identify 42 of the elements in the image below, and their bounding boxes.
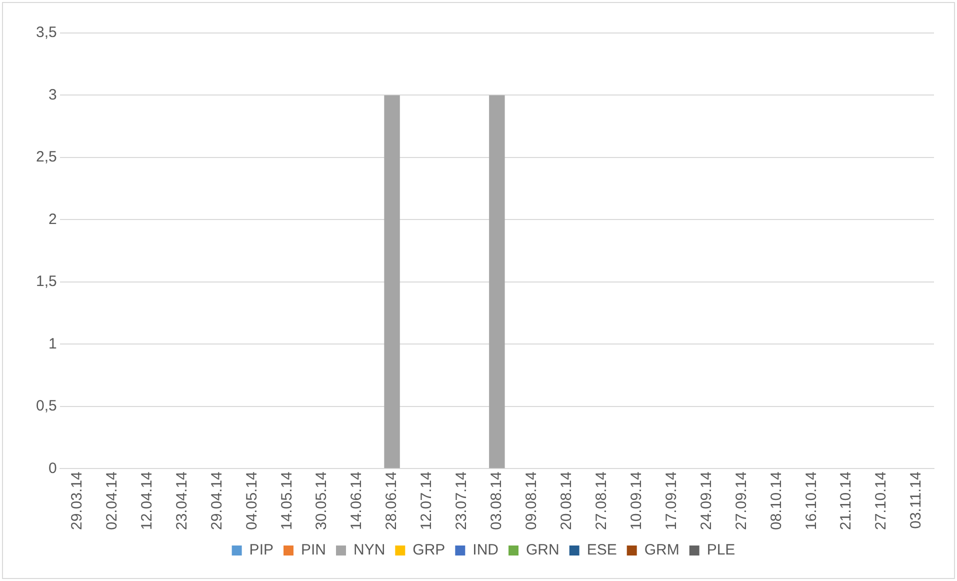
y-tick-label: 1,5 <box>36 273 57 290</box>
legend-label: NYN <box>353 542 386 559</box>
x-tick-label: 10.09.14 <box>628 472 645 530</box>
x-tick-label: 03.08.14 <box>488 472 506 530</box>
x-tick-label: 17.09.14 <box>662 472 680 530</box>
legend-label: GRM <box>644 542 680 559</box>
x-tick-label: 08.10.14 <box>768 472 785 530</box>
x-tick-label: 14.06.14 <box>348 472 366 530</box>
legend-label: ESE <box>586 542 617 559</box>
x-tick-label: 12.04.14 <box>138 472 156 530</box>
x-tick-label: 16.10.14 <box>802 472 820 530</box>
y-tick-label: 2,5 <box>36 148 57 166</box>
x-tick-label: 02.04.14 <box>103 472 120 530</box>
x-tick-label: 29.03.14 <box>68 472 86 530</box>
y-tick-label: 1 <box>48 335 57 352</box>
legend-label: PLE <box>706 542 736 559</box>
legend-label: GRN <box>526 542 560 559</box>
y-tick-label: 2 <box>48 210 57 228</box>
x-tick-label: 03.11.14 <box>908 472 925 529</box>
legend-label: PIP <box>249 542 274 559</box>
y-tick-label: 3 <box>48 86 57 104</box>
x-tick-label: 14.05.14 <box>278 472 296 530</box>
x-tick-label: 28.06.14 <box>383 472 400 530</box>
x-tick-label: 23.07.14 <box>453 472 470 530</box>
x-tick-label: 21.10.14 <box>838 472 855 530</box>
y-tick-label: 3,5 <box>36 24 57 42</box>
legend-label: IND <box>472 542 499 559</box>
x-tick-label: 27.09.14 <box>732 472 750 530</box>
x-tick-label: 24.09.14 <box>698 472 715 530</box>
x-tick-label: 27.10.14 <box>872 472 890 530</box>
legend-label: GRP <box>412 542 446 559</box>
y-tick-label: 0,5 <box>36 398 57 415</box>
x-tick-label: 29.04.14 <box>208 472 226 530</box>
x-tick-label: 20.08.14 <box>558 472 575 530</box>
x-tick-label: 27.08.14 <box>592 472 610 530</box>
x-tick-label: 23.04.14 <box>173 472 190 530</box>
x-tick-label: 12.07.14 <box>418 472 436 530</box>
y-tick-label: 0 <box>48 460 57 477</box>
x-tick-label: 30.05.14 <box>313 472 330 530</box>
x-tick-label: 09.08.14 <box>523 472 540 530</box>
legend-label: PIN <box>300 542 326 559</box>
x-tick-label: 04.05.14 <box>243 472 260 530</box>
